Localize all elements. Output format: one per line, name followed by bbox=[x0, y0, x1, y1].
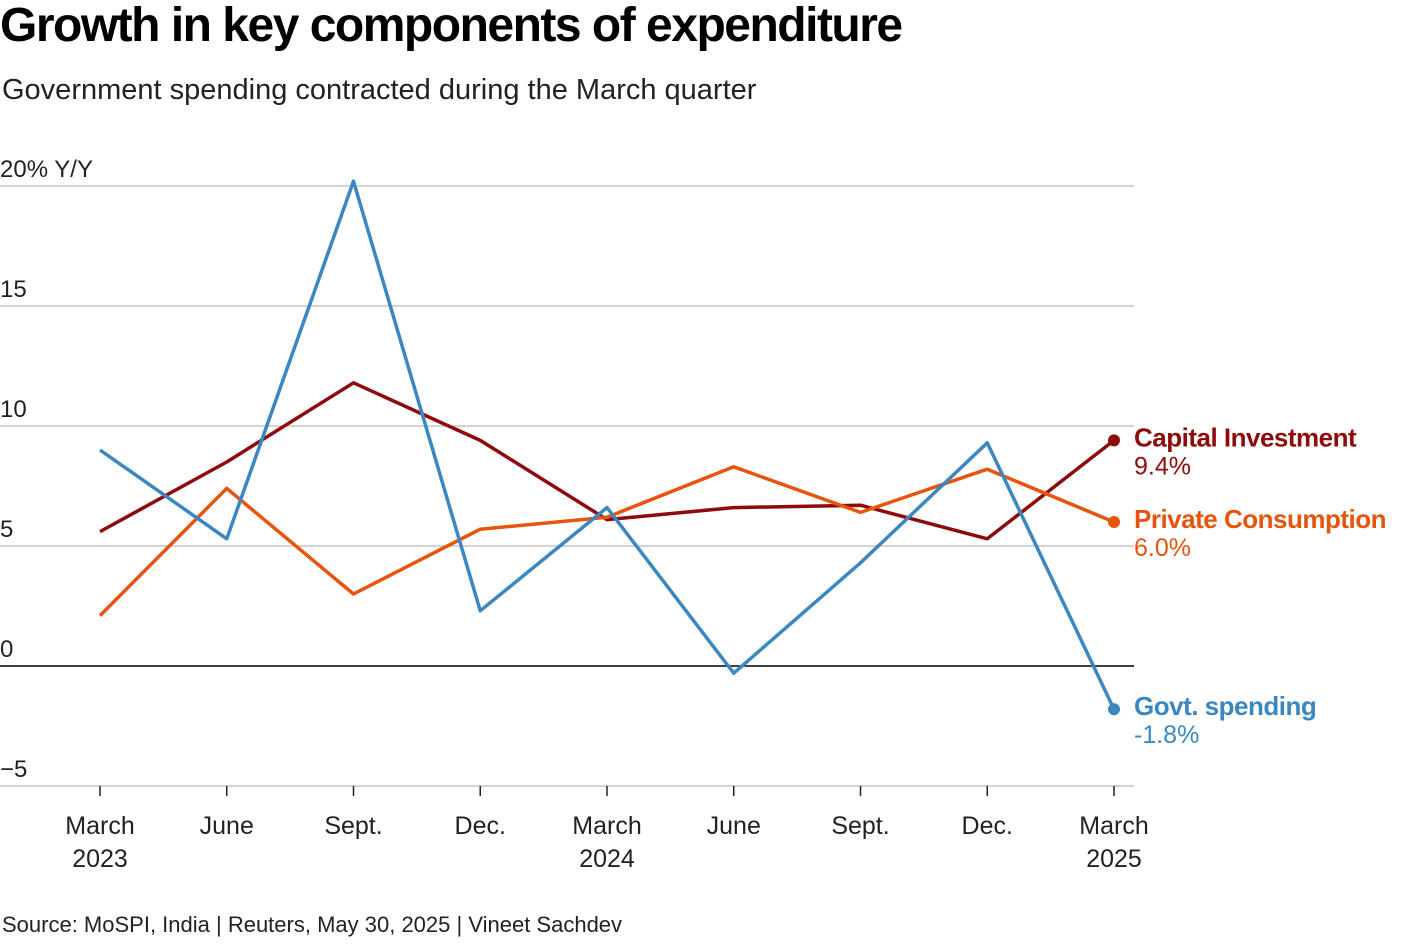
y-tick-label: 20% Y/Y bbox=[0, 156, 93, 183]
private-consumption-line bbox=[98, 465, 1115, 617]
x-tick-label: Sept. bbox=[831, 812, 889, 840]
capital-investment-end-point bbox=[1108, 434, 1120, 447]
x-tick-label: June bbox=[200, 812, 254, 840]
private-consumption-value-label: 6.0% bbox=[1134, 534, 1191, 562]
capital-investment-value-label: 9.4% bbox=[1134, 452, 1191, 480]
govt-spending-end-point bbox=[1108, 703, 1120, 716]
x-tick-label: Dec. bbox=[455, 812, 506, 840]
x-tick-label: Dec. bbox=[962, 812, 1013, 840]
y-tick-label: 15 bbox=[0, 276, 27, 303]
capital-investment-line bbox=[99, 381, 1116, 541]
x-tick-label: Sept. bbox=[324, 812, 382, 840]
y-tick-label: 5 bbox=[0, 516, 13, 543]
x-tick-year-label: 2025 bbox=[1086, 845, 1142, 873]
x-tick-label: March bbox=[572, 812, 641, 840]
chart-subtitle: Government spending contracted during th… bbox=[2, 74, 757, 106]
x-tick-year-label: 2024 bbox=[579, 845, 635, 873]
y-tick-label: −5 bbox=[0, 756, 27, 783]
private-consumption-end-point bbox=[1108, 516, 1120, 528]
govt-spending-legend-label: Govt. spending bbox=[1134, 691, 1316, 721]
x-tick-label: March bbox=[65, 812, 134, 840]
source-note: Source: MoSPI, India | Reuters, May 30, … bbox=[2, 912, 623, 937]
chart-title: Growth in key components of expenditure bbox=[0, 0, 903, 52]
x-tick-label: March bbox=[1079, 812, 1148, 840]
govt-spending-value-label: -1.8% bbox=[1134, 721, 1199, 749]
y-tick-label: 10 bbox=[0, 396, 27, 423]
private-consumption-legend-label: Private Consumption bbox=[1134, 504, 1386, 534]
x-tick-year-label: 2023 bbox=[72, 845, 128, 873]
x-tick-label: June bbox=[707, 812, 761, 840]
y-tick-label: 0 bbox=[0, 636, 13, 663]
capital-investment-legend-label: Capital Investment bbox=[1134, 422, 1357, 452]
govt-spending-line bbox=[98, 179, 1116, 710]
